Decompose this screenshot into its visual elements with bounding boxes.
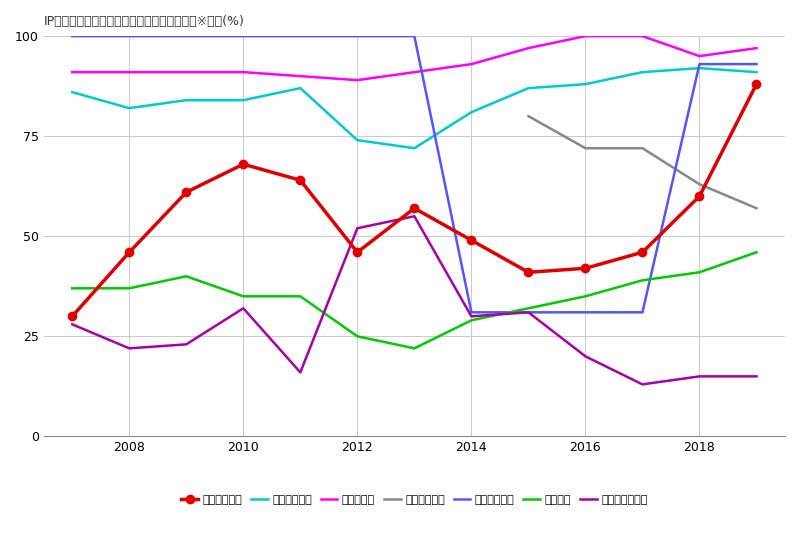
Legend: スーパー戦隊, 仮面ライダー, プリキュア, ウルトラマン, アンパンマン, ガンダム, ドラゴンボール: スーパー戦隊, 仮面ライダー, プリキュア, ウルトラマン, アンパンマン, ガ… [177,490,652,509]
Text: IP別売上高の中でトイホビーが占める割合　※単位(%): IP別売上高の中でトイホビーが占める割合 ※単位(%) [44,15,245,28]
